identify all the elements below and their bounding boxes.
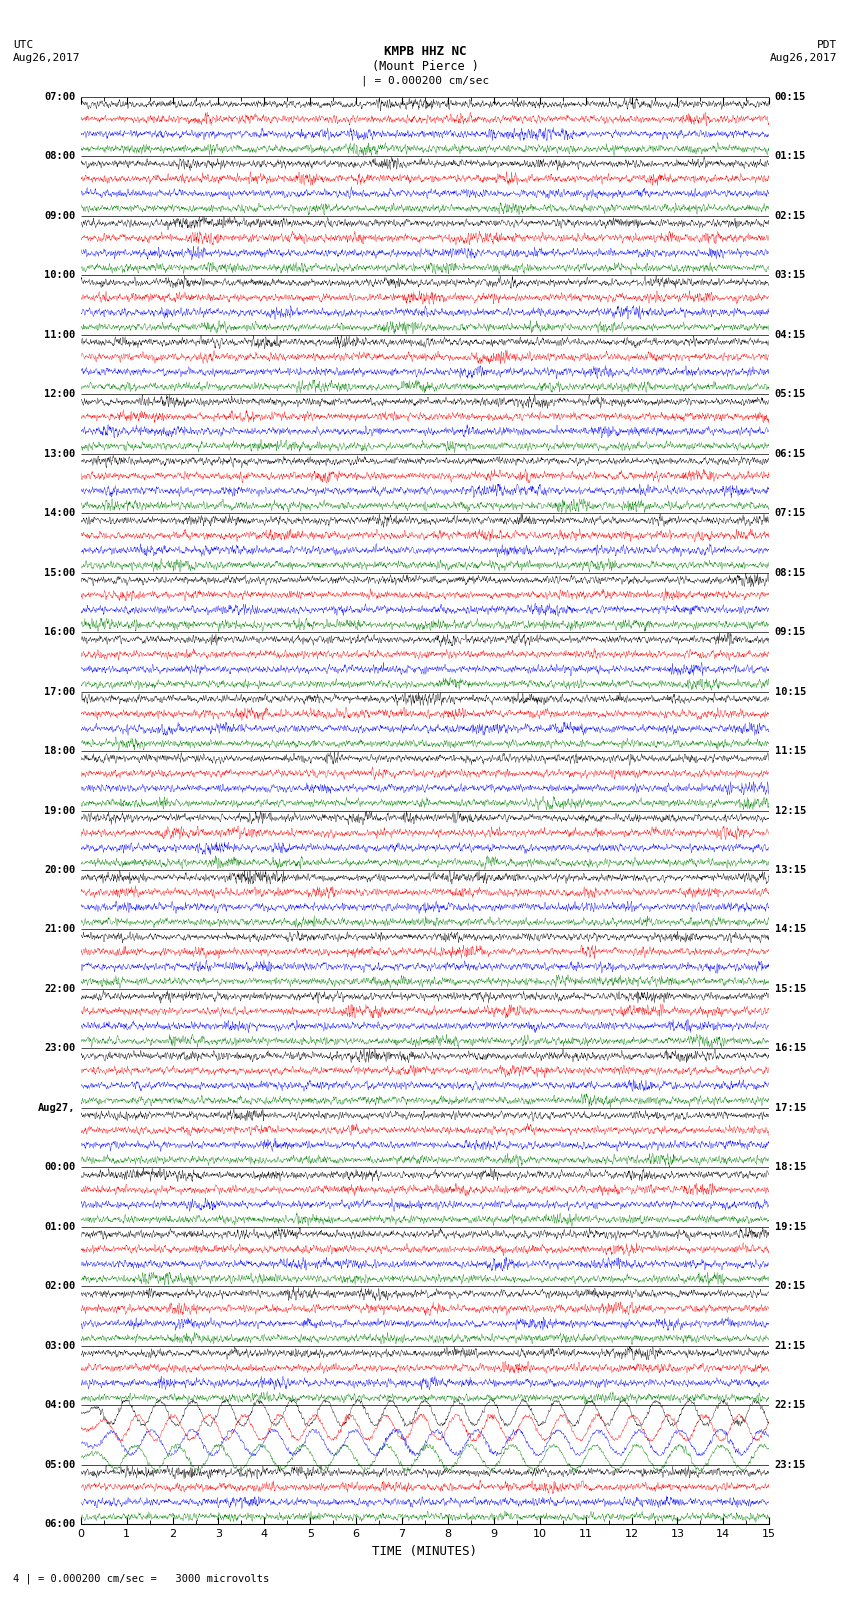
Text: 02:15: 02:15 — [775, 211, 806, 221]
Text: 17:15: 17:15 — [775, 1103, 806, 1113]
Text: 09:15: 09:15 — [775, 627, 806, 637]
Text: 08:15: 08:15 — [775, 568, 806, 577]
X-axis label: TIME (MINUTES): TIME (MINUTES) — [372, 1545, 478, 1558]
Text: 09:00: 09:00 — [44, 211, 75, 221]
Text: 12:15: 12:15 — [775, 805, 806, 816]
Text: 18:00: 18:00 — [44, 747, 75, 756]
Text: Aug26,2017: Aug26,2017 — [770, 53, 837, 63]
Text: 17:00: 17:00 — [44, 687, 75, 697]
Text: 15:00: 15:00 — [44, 568, 75, 577]
Text: 22:00: 22:00 — [44, 984, 75, 994]
Text: 12:00: 12:00 — [44, 389, 75, 398]
Text: 03:00: 03:00 — [44, 1340, 75, 1350]
Text: 13:15: 13:15 — [775, 865, 806, 874]
Text: 23:00: 23:00 — [44, 1044, 75, 1053]
Text: 16:15: 16:15 — [775, 1044, 806, 1053]
Text: 04:15: 04:15 — [775, 329, 806, 340]
Text: 10:15: 10:15 — [775, 687, 806, 697]
Text: 20:15: 20:15 — [775, 1281, 806, 1292]
Text: 11:15: 11:15 — [775, 747, 806, 756]
Text: 21:15: 21:15 — [775, 1340, 806, 1350]
Text: 18:15: 18:15 — [775, 1163, 806, 1173]
Text: 03:15: 03:15 — [775, 271, 806, 281]
Text: 07:15: 07:15 — [775, 508, 806, 518]
Text: Aug27,: Aug27, — [37, 1103, 75, 1113]
Text: 22:15: 22:15 — [775, 1400, 806, 1410]
Text: 15:15: 15:15 — [775, 984, 806, 994]
Text: 14:15: 14:15 — [775, 924, 806, 934]
Text: 00:00: 00:00 — [44, 1163, 75, 1173]
Text: 20:00: 20:00 — [44, 865, 75, 874]
Text: (Mount Pierce ): (Mount Pierce ) — [371, 60, 479, 73]
Text: 16:00: 16:00 — [44, 627, 75, 637]
Text: 02:00: 02:00 — [44, 1281, 75, 1292]
Text: 4 | = 0.000200 cm/sec =   3000 microvolts: 4 | = 0.000200 cm/sec = 3000 microvolts — [13, 1573, 269, 1584]
Text: 14:00: 14:00 — [44, 508, 75, 518]
Text: 23:15: 23:15 — [775, 1460, 806, 1469]
Text: 07:00: 07:00 — [44, 92, 75, 102]
Text: UTC: UTC — [13, 40, 33, 50]
Text: 01:00: 01:00 — [44, 1223, 75, 1232]
Text: 00:15: 00:15 — [775, 92, 806, 102]
Text: PDT: PDT — [817, 40, 837, 50]
Text: KMPB HHZ NC: KMPB HHZ NC — [383, 45, 467, 58]
Text: 06:00: 06:00 — [44, 1519, 75, 1529]
Text: | = 0.000200 cm/sec: | = 0.000200 cm/sec — [361, 76, 489, 87]
Text: 06:15: 06:15 — [775, 448, 806, 458]
Text: 10:00: 10:00 — [44, 271, 75, 281]
Text: Aug26,2017: Aug26,2017 — [13, 53, 80, 63]
Text: 01:15: 01:15 — [775, 152, 806, 161]
Text: 21:00: 21:00 — [44, 924, 75, 934]
Text: 19:00: 19:00 — [44, 805, 75, 816]
Text: 08:00: 08:00 — [44, 152, 75, 161]
Text: 11:00: 11:00 — [44, 329, 75, 340]
Text: 05:00: 05:00 — [44, 1460, 75, 1469]
Text: 19:15: 19:15 — [775, 1223, 806, 1232]
Text: 13:00: 13:00 — [44, 448, 75, 458]
Text: 04:00: 04:00 — [44, 1400, 75, 1410]
Text: 05:15: 05:15 — [775, 389, 806, 398]
